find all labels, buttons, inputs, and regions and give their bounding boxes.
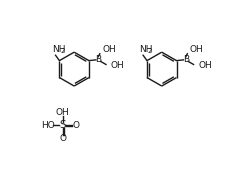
Text: O: O xyxy=(72,121,79,130)
Text: B: B xyxy=(95,55,101,64)
Text: 2: 2 xyxy=(148,48,152,54)
Text: OH: OH xyxy=(111,61,124,70)
Text: O: O xyxy=(59,134,66,143)
Text: OH: OH xyxy=(56,108,69,117)
Text: NH: NH xyxy=(139,44,153,54)
Text: OH: OH xyxy=(102,44,116,54)
Text: OH: OH xyxy=(190,44,204,54)
Text: HO: HO xyxy=(41,121,55,130)
Text: S: S xyxy=(59,120,66,130)
Text: B: B xyxy=(183,55,189,64)
Text: NH: NH xyxy=(52,44,65,54)
Text: OH: OH xyxy=(198,61,212,70)
Text: 2: 2 xyxy=(60,48,65,54)
